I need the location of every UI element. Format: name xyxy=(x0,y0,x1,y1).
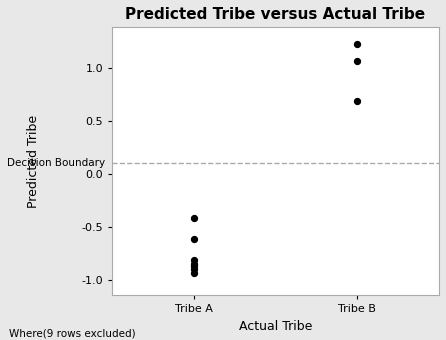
Point xyxy=(190,270,197,275)
X-axis label: Actual Tribe: Actual Tribe xyxy=(239,320,312,333)
Y-axis label: Predicted Tribe: Predicted Tribe xyxy=(27,115,40,208)
Text: Where(9 rows excluded): Where(9 rows excluded) xyxy=(9,328,136,338)
Point xyxy=(190,261,197,267)
Point xyxy=(190,215,197,221)
Point xyxy=(354,41,361,47)
Title: Predicted Tribe versus Actual Tribe: Predicted Tribe versus Actual Tribe xyxy=(125,7,425,22)
Point xyxy=(190,258,197,263)
Point xyxy=(190,266,197,272)
Point xyxy=(190,264,197,269)
Point xyxy=(354,98,361,104)
Text: Decision Boundary: Decision Boundary xyxy=(7,158,105,168)
Point xyxy=(190,237,197,242)
Point xyxy=(354,58,361,64)
